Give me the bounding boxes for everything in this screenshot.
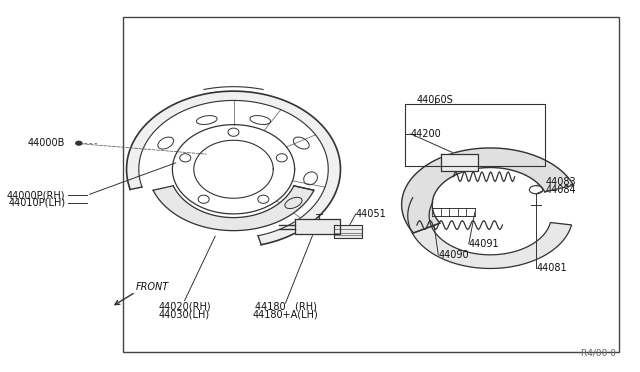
Text: 44051: 44051 (356, 209, 387, 219)
Bar (124, 17, 619, 352)
Text: 44060S: 44060S (417, 96, 454, 105)
Text: 44083: 44083 (545, 177, 576, 187)
Text: 44010P(LH): 44010P(LH) (8, 198, 65, 208)
Text: 44030(LH): 44030(LH) (159, 310, 210, 319)
Text: 44000B: 44000B (28, 138, 65, 148)
Text: R4/00 0: R4/00 0 (580, 348, 616, 357)
Text: 44020(RH): 44020(RH) (158, 302, 211, 312)
Text: 44081: 44081 (536, 263, 566, 273)
Text: 44090: 44090 (438, 250, 469, 260)
Text: 44180   (RH): 44180 (RH) (255, 302, 316, 312)
Polygon shape (334, 225, 362, 238)
Polygon shape (408, 198, 572, 269)
Polygon shape (294, 219, 340, 234)
Polygon shape (153, 186, 314, 231)
Text: FRONT: FRONT (136, 282, 169, 292)
Polygon shape (127, 91, 340, 245)
Polygon shape (402, 148, 573, 233)
Circle shape (76, 141, 82, 145)
Text: 44180+A(LH): 44180+A(LH) (253, 310, 318, 319)
Text: 44000P(RH): 44000P(RH) (7, 190, 65, 200)
Text: 44200: 44200 (411, 129, 442, 139)
Text: 44084: 44084 (545, 185, 576, 195)
Text: 44091: 44091 (469, 239, 499, 248)
Polygon shape (442, 154, 478, 171)
